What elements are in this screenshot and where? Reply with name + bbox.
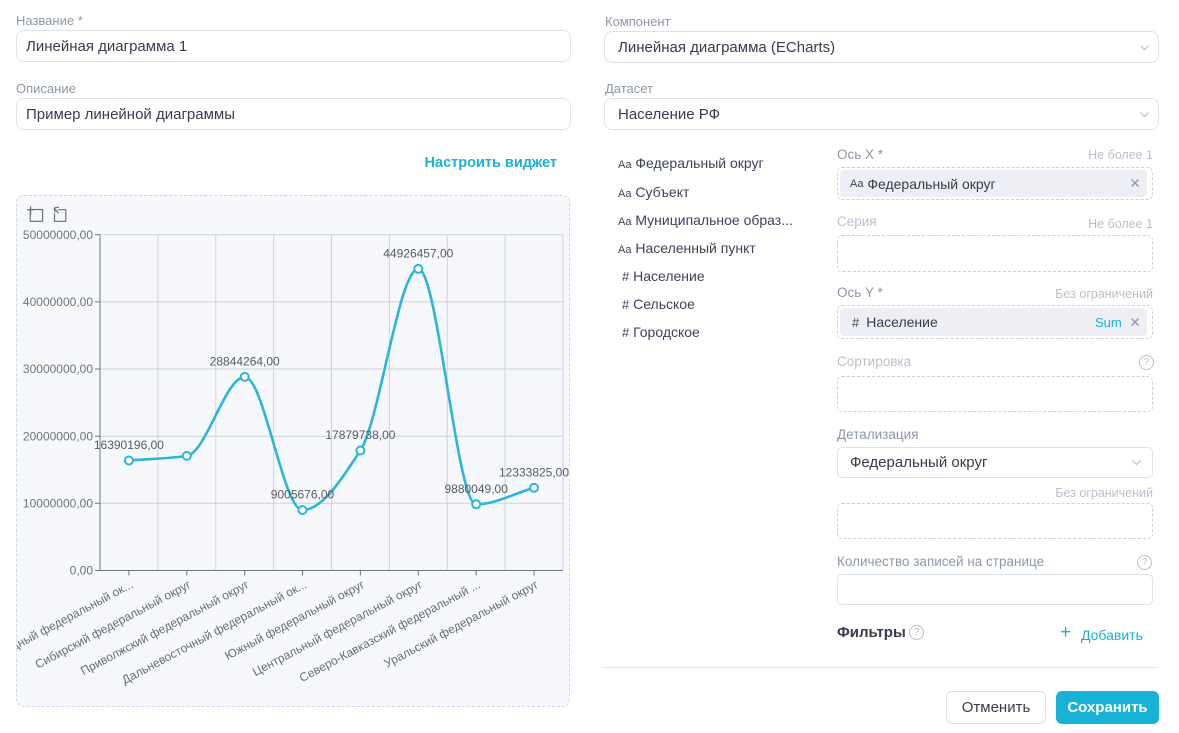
svg-text:0,00: 0,00: [70, 564, 94, 578]
svg-text:28844264,00: 28844264,00: [210, 354, 280, 368]
svg-text:16390196,00: 16390196,00: [94, 438, 164, 452]
svg-text:40000000,00: 40000000,00: [23, 295, 93, 309]
svg-text:10000000,00: 10000000,00: [23, 497, 93, 511]
svg-text:Северо-Западный федеральный ок: Северо-Западный федеральный ок...: [17, 577, 135, 687]
svg-text:9005676,00: 9005676,00: [271, 488, 335, 502]
svg-text:17879738,00: 17879738,00: [325, 428, 395, 442]
svg-text:12333825,00: 12333825,00: [499, 465, 569, 479]
svg-text:44926457,00: 44926457,00: [383, 246, 453, 260]
svg-text:30000000,00: 30000000,00: [23, 362, 93, 376]
svg-text:20000000,00: 20000000,00: [23, 429, 93, 443]
svg-text:9880049,00: 9880049,00: [444, 482, 508, 496]
svg-text:50000000,00: 50000000,00: [23, 228, 93, 242]
